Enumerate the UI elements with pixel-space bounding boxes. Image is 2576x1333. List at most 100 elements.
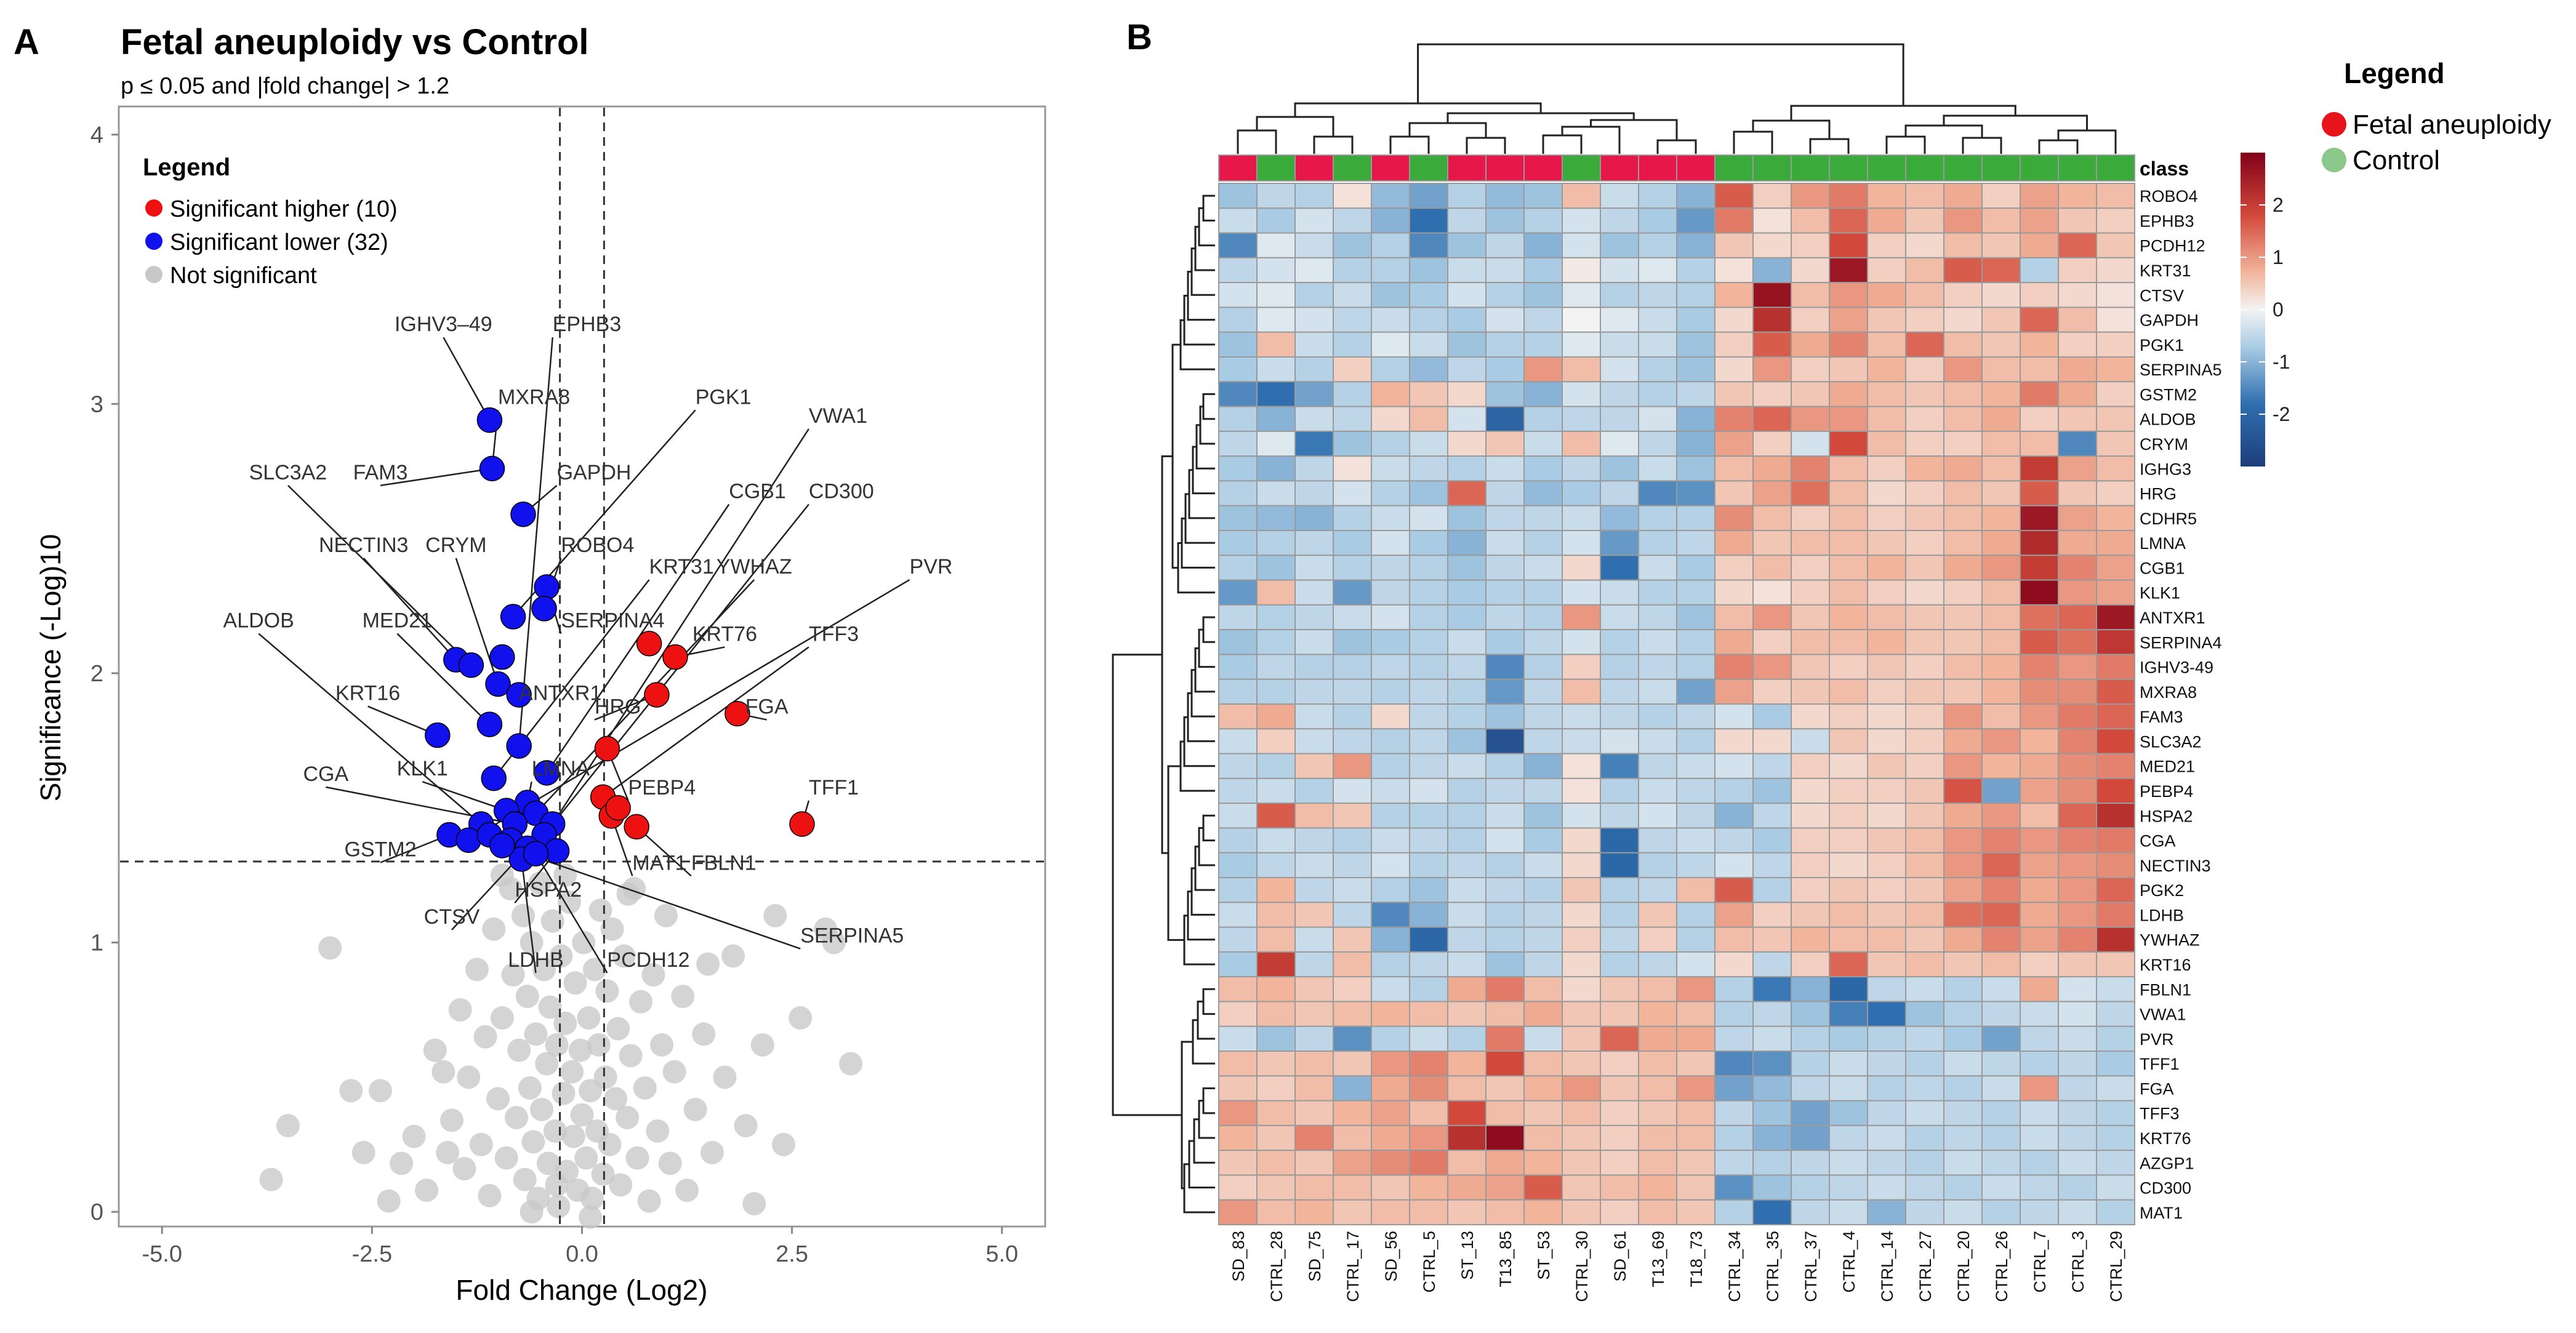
row-label: GAPDH <box>2140 311 2199 330</box>
heatmap-cell <box>1867 877 1906 903</box>
heatmap-cell <box>2058 803 2097 829</box>
heatmap-cell <box>1333 803 1372 829</box>
annotation-label: LDHB <box>508 948 564 972</box>
volcano-title: Fetal aneuploidy vs Control <box>121 22 589 62</box>
heatmap-cell <box>1714 183 1754 209</box>
heatmap-cell <box>1600 877 1639 903</box>
heatmap-cell <box>1791 728 1830 755</box>
heatmap-cell <box>1981 505 2021 532</box>
heatmap-cell <box>1485 951 1525 978</box>
heatmap-cell <box>1676 1199 1715 1225</box>
heatmap-cell <box>1523 629 1563 655</box>
heatmap-cell <box>1333 430 1372 457</box>
heatmap-cell <box>1905 455 1944 482</box>
heatmap-cell <box>1294 852 1334 878</box>
not-significant-point <box>700 1140 724 1164</box>
heatmap-cell <box>1638 803 1677 829</box>
heatmap-cell <box>1829 1051 1868 1077</box>
heatmap-cell <box>2096 703 2135 730</box>
heatmap-cell <box>2020 827 2059 854</box>
heatmap-cell <box>1523 183 1563 209</box>
heatmap-cell <box>1943 803 1983 829</box>
row-label: CGA <box>2140 832 2176 851</box>
heatmap-cell <box>1905 777 1944 804</box>
not-significant-point <box>646 1119 670 1143</box>
heatmap-cell <box>1600 207 1639 234</box>
heatmap-cell <box>1371 257 1410 284</box>
significant-lower-point <box>510 502 536 527</box>
heatmap-cell <box>2020 356 2059 383</box>
volcano-plot: IGHV3–49 EPHB3 MXRA8 PGK1 VWA1 SLC3A2 FAM3 GAPD… <box>34 105 1046 1306</box>
legend-fetal-marker <box>2322 112 2346 137</box>
column-label: SD_83 <box>1229 1231 1248 1282</box>
annotation-labels: IGHV3–49 EPHB3 MXRA8 PGK1 VWA1 SLC3A2 FAM3 GAPD… <box>223 313 953 972</box>
heatmap-cell <box>1409 406 1448 432</box>
heatmap-cell <box>1294 1025 1334 1052</box>
heatmap-cell <box>1294 703 1334 730</box>
heatmap-cell <box>2058 381 2097 407</box>
heatmap-cell <box>1371 406 1410 432</box>
heatmap-cell <box>1409 257 1448 284</box>
heatmap-cell <box>1447 207 1487 234</box>
heatmap-cell <box>1943 183 1983 209</box>
panel-a-label: A <box>14 22 39 62</box>
heatmap-cell <box>1943 480 1983 506</box>
heatmap-cell <box>1943 530 1983 556</box>
not-significant-point <box>616 882 640 906</box>
heatmap-cell <box>1485 1124 1525 1151</box>
heatmap-cell <box>1752 1025 1792 1052</box>
heatmap-cell <box>1294 530 1334 556</box>
heatmap-cell <box>1371 877 1410 903</box>
not-significant-point <box>448 998 472 1022</box>
heatmap-cell <box>1371 976 1410 1003</box>
colorbar-tick-label: -1 <box>2273 351 2290 373</box>
heatmap-cell <box>1333 505 1372 532</box>
heatmap-cell <box>1943 976 1983 1003</box>
heatmap-cell <box>1523 306 1563 333</box>
heatmap-cell <box>1714 381 1754 407</box>
heatmap-cell <box>1714 1025 1754 1052</box>
heatmap-cell <box>1562 1001 1601 1027</box>
heatmap-cell <box>1829 331 1868 358</box>
heatmap-cell <box>1714 282 1754 308</box>
heatmap-cell <box>1447 827 1487 854</box>
heatmap-cell <box>1485 530 1525 556</box>
heatmap-cell <box>1905 728 1944 755</box>
heatmap-cell <box>1333 579 1372 606</box>
significant-higher-point <box>644 682 670 708</box>
annotation-label: PVR <box>910 555 953 578</box>
heatmap-cell <box>1638 1150 1677 1176</box>
heatmap-cell <box>1294 1174 1334 1201</box>
heatmap-cell <box>1523 257 1563 284</box>
heatmap-cell <box>1218 703 1258 730</box>
heatmap-cell <box>2058 1124 2097 1151</box>
not-significant-point <box>423 1038 447 1062</box>
dendrogram-branch <box>1313 135 1354 154</box>
heatmap-cell <box>1638 926 1677 953</box>
heatmap-cell <box>1409 1100 1448 1126</box>
row-label: KLK1 <box>2140 584 2180 602</box>
heatmap-cell <box>1638 1001 1677 1027</box>
row-label: IGHG3 <box>2140 460 2191 478</box>
heatmap-cell <box>1447 331 1487 358</box>
heatmap-cell <box>1752 1001 1792 1027</box>
heatmap-cell <box>1638 1025 1677 1052</box>
row-label: ROBO4 <box>2140 187 2198 206</box>
heatmap-cell <box>1905 1150 1944 1176</box>
heatmap-cell <box>2058 728 2097 755</box>
heatmap-cell <box>1676 976 1715 1003</box>
heatmap-cell <box>1562 827 1601 854</box>
heatmap-cell <box>1218 381 1258 407</box>
column-label: CTRL_7 <box>2031 1231 2049 1293</box>
heatmap-cell <box>1256 183 1296 209</box>
heatmap-cell <box>1485 381 1525 407</box>
heatmap-cell <box>1905 1051 1944 1077</box>
heatmap-cell <box>1829 753 1868 779</box>
heatmap-cell <box>1905 480 1944 506</box>
heatmap-cell <box>1714 1001 1754 1027</box>
heatmap-cell <box>2058 951 2097 978</box>
not-significant-point <box>439 1108 463 1132</box>
heatmap-cell <box>1752 728 1792 755</box>
heatmap-cell <box>1638 331 1677 358</box>
heatmap-cell <box>1752 207 1792 234</box>
